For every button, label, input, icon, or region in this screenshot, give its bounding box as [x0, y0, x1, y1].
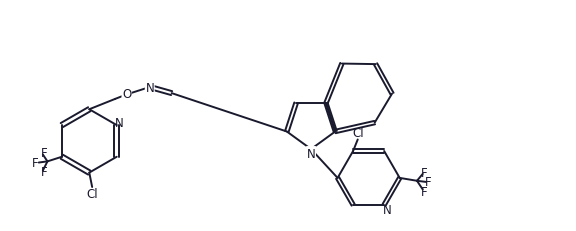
Text: N: N: [115, 116, 124, 129]
Text: F: F: [425, 176, 432, 189]
Text: F: F: [420, 167, 427, 179]
Text: F: F: [41, 166, 48, 179]
Text: F: F: [420, 185, 427, 198]
Text: F: F: [32, 156, 38, 169]
Text: F: F: [41, 147, 48, 160]
Text: N: N: [306, 147, 316, 160]
Text: Cl: Cl: [86, 188, 98, 201]
Text: N: N: [145, 82, 154, 94]
Text: N: N: [383, 203, 392, 216]
Text: O: O: [122, 88, 131, 101]
Text: Cl: Cl: [352, 127, 363, 140]
